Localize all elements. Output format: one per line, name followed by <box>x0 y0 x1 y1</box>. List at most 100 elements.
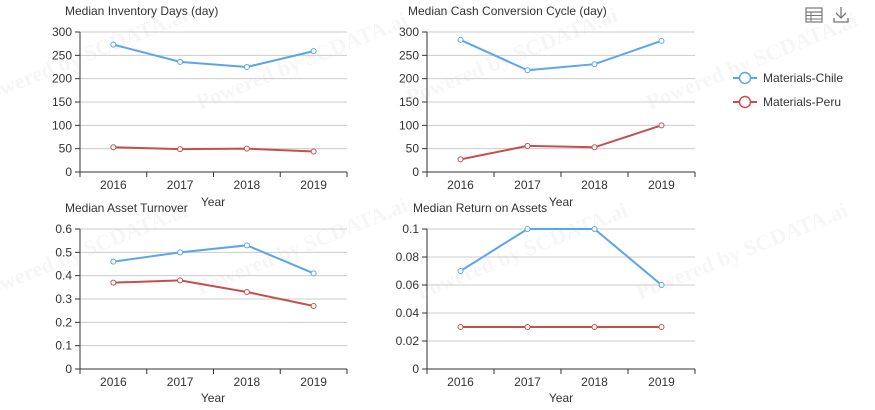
data-point[interactable] <box>177 58 184 65</box>
chart-panel-1: Median Inventory Days (day) 0 50 100 150 200 2… <box>52 4 348 209</box>
x-tick-label: 2016 <box>447 375 474 389</box>
legend: Materials-Chile Materials-Peru <box>733 71 843 109</box>
watermark-text: Powered by SCDATA.ai <box>193 7 411 115</box>
y-tick-label: 0.06 <box>396 278 420 292</box>
x-tick-label: 2016 <box>447 178 474 192</box>
y-tick-label: 150 <box>399 95 419 109</box>
x-tick-label: 2017 <box>167 178 194 192</box>
y-tick-label: 150 <box>52 95 72 109</box>
y-tick-label: 0 <box>412 165 419 179</box>
data-point[interactable] <box>658 324 665 330</box>
legend-label: Materials-Peru <box>763 95 841 109</box>
x-tick-label: 2017 <box>514 375 541 389</box>
chart-panel-3: Median Asset Turnover 0 0.1 0.2 0.3 0.4 0.5 0.6… <box>55 201 348 405</box>
y-tick-label: 0.4 <box>55 269 72 283</box>
data-point[interactable] <box>310 148 317 155</box>
data-point[interactable] <box>591 226 598 232</box>
data-point[interactable] <box>457 36 464 43</box>
series-line-materials-peru <box>113 146 314 153</box>
y-tick-label: 50 <box>406 142 420 156</box>
y-tick-label: 0 <box>65 362 72 376</box>
x-axis-title: Year <box>549 195 573 209</box>
data-point[interactable] <box>243 289 250 295</box>
series-line-materials-chile <box>460 39 662 72</box>
x-axis-title: Year <box>201 391 225 405</box>
legend-item[interactable]: Materials-Peru <box>733 95 841 109</box>
data-point[interactable] <box>310 270 317 277</box>
series-line-materials-chile <box>459 228 663 286</box>
y-tick-label: 0.02 <box>396 334 420 348</box>
data-point[interactable] <box>591 324 598 330</box>
data-point[interactable] <box>524 226 531 232</box>
chart-panel-2: Median Cash Conversion Cycle (day) 0 50 100… <box>399 4 696 209</box>
y-tick-label: 50 <box>59 142 73 156</box>
x-tick-label: 2017 <box>167 375 194 389</box>
y-tick-label: 100 <box>399 118 419 132</box>
x-axis-title: Year <box>201 195 225 209</box>
y-tick-label: 0 <box>412 362 419 376</box>
legend-item[interactable]: Materials-Chile <box>733 71 843 85</box>
series-line-materials-chile <box>113 244 315 275</box>
series-line-materials-peru <box>113 279 314 307</box>
data-point[interactable] <box>243 242 250 249</box>
y-tick-label: 0 <box>65 165 72 179</box>
y-tick-label: 300 <box>52 25 72 39</box>
data-point[interactable] <box>243 64 250 70</box>
y-tick-label: 250 <box>52 48 72 62</box>
chart-title: Median Inventory Days (day) <box>65 4 218 18</box>
data-point[interactable] <box>524 324 531 330</box>
data-point[interactable] <box>658 37 665 44</box>
legend-swatch-marker <box>738 95 752 109</box>
data-point[interactable] <box>591 144 598 151</box>
watermark-text: Powered by SCDATA.ai <box>193 192 411 300</box>
x-tick-label: 2018 <box>234 375 261 389</box>
data-point[interactable] <box>457 324 464 330</box>
legend-swatch-marker <box>738 71 752 85</box>
x-tick-label: 2016 <box>100 178 127 192</box>
data-point[interactable] <box>110 144 117 151</box>
data-point[interactable] <box>310 48 317 55</box>
series-line-materials-peru <box>460 124 662 161</box>
y-tick-label: 200 <box>399 72 419 86</box>
y-tick-label: 200 <box>52 72 72 86</box>
x-tick-label: 2018 <box>581 375 608 389</box>
y-tick-label: 0.08 <box>396 250 420 264</box>
data-point[interactable] <box>524 67 531 74</box>
data-point[interactable] <box>524 142 531 149</box>
x-tick-label: 2017 <box>514 178 541 192</box>
data-point[interactable] <box>310 303 317 309</box>
y-tick-label: 250 <box>399 48 419 62</box>
y-tick-label: 0.5 <box>55 245 72 259</box>
chart-panel-4: Median Return on Assets 0 0.02 0.04 0.06 0.08… <box>396 201 696 405</box>
y-tick-label: 0.1 <box>402 222 419 236</box>
x-tick-label: 2019 <box>300 178 327 192</box>
chart-title: Median Cash Conversion Cycle (day) <box>408 4 607 18</box>
y-tick-label: 0.2 <box>55 315 72 329</box>
data-point[interactable] <box>591 61 598 68</box>
x-tick-label: 2018 <box>581 178 608 192</box>
data-point[interactable] <box>110 258 117 265</box>
data-point[interactable] <box>177 249 184 256</box>
x-tick-label: 2019 <box>648 375 675 389</box>
y-tick-label: 0.04 <box>396 306 420 320</box>
watermark-text: Powered by SCDATA.ai <box>633 197 851 305</box>
x-tick-label: 2018 <box>234 178 261 192</box>
data-point[interactable] <box>658 282 665 288</box>
download-icon[interactable] <box>833 7 849 23</box>
x-tick-label: 2016 <box>100 375 127 389</box>
data-view-icon[interactable] <box>805 7 823 23</box>
data-point[interactable] <box>177 277 184 284</box>
data-point[interactable] <box>658 122 665 129</box>
chart-title: Median Return on Assets <box>413 201 547 215</box>
data-point[interactable] <box>110 279 117 286</box>
data-point[interactable] <box>457 268 464 274</box>
data-point[interactable] <box>177 146 184 153</box>
data-point[interactable] <box>457 156 464 163</box>
data-point[interactable] <box>243 145 250 152</box>
x-tick-label: 2019 <box>300 375 327 389</box>
y-tick-label: 0.6 <box>55 222 72 236</box>
legend-label: Materials-Chile <box>763 71 843 85</box>
data-point[interactable] <box>110 41 117 48</box>
chart-title: Median Asset Turnover <box>65 201 188 215</box>
